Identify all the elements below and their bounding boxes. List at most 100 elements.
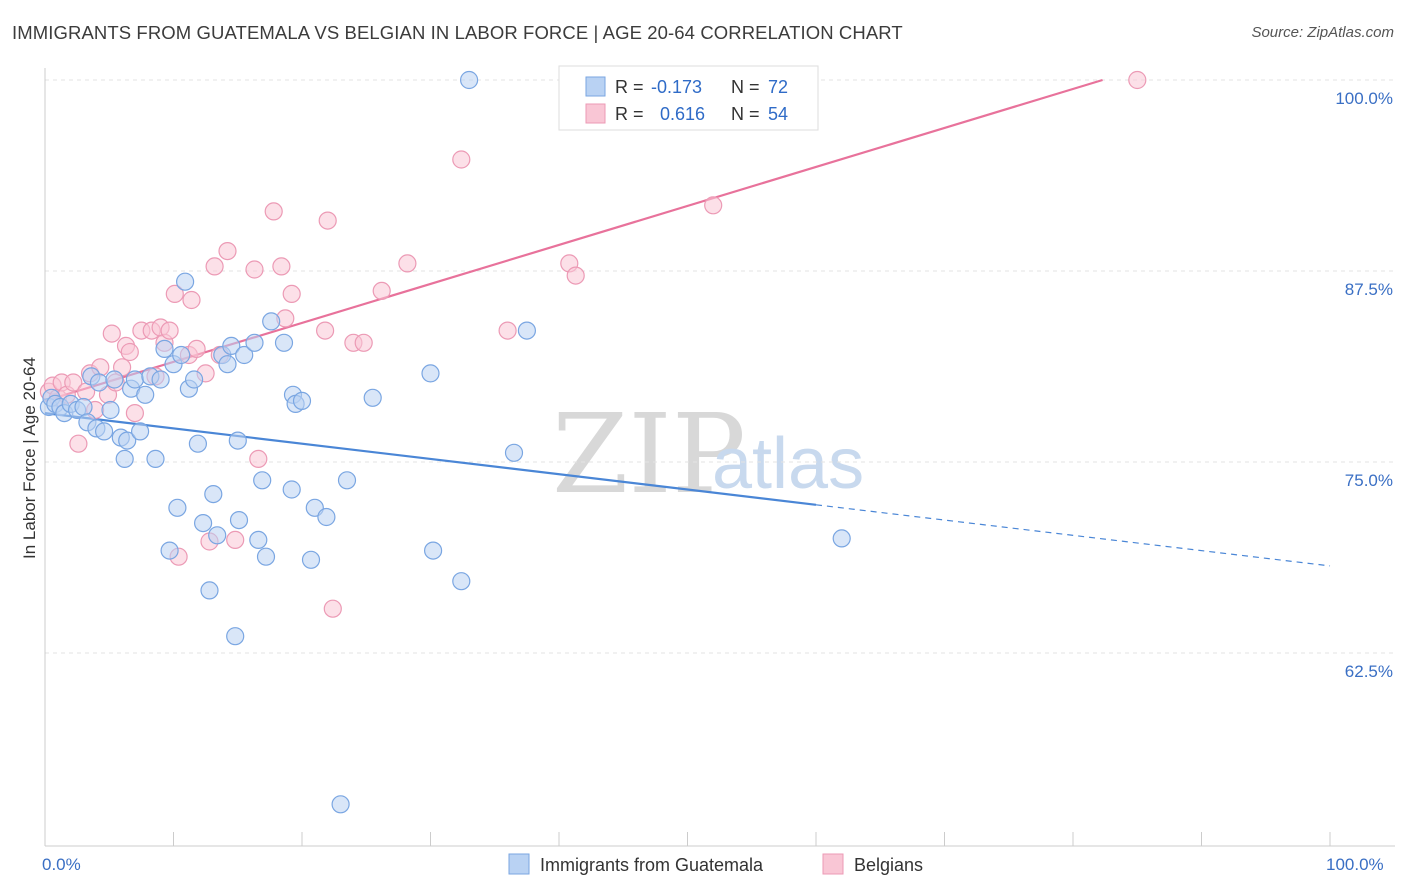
point-guatemala-66 bbox=[517, 321, 537, 340]
point-guatemala-64 bbox=[460, 70, 479, 90]
point-guatemala-29 bbox=[172, 345, 191, 365]
chart-title: IMMIGRANTS FROM GUATEMALA VS BELGIAN IN … bbox=[12, 22, 903, 43]
point-guatemala-59 bbox=[337, 471, 357, 490]
point-guatemala-34 bbox=[194, 513, 213, 533]
point-guatemala-60 bbox=[363, 388, 382, 407]
point-belgians-52 bbox=[704, 196, 723, 215]
point-guatemala-30 bbox=[176, 272, 195, 291]
legend-swatch-guatemala bbox=[585, 76, 606, 97]
trend-line-guatemala bbox=[44, 412, 817, 506]
y-tick-label-2: 87.5% bbox=[1345, 280, 1393, 299]
watermark-zip: ZIP bbox=[552, 390, 746, 518]
point-belgians-31 bbox=[205, 257, 224, 276]
point-guatemala-28 bbox=[168, 498, 187, 517]
point-belgians-53 bbox=[1128, 70, 1147, 90]
point-guatemala-33 bbox=[188, 434, 207, 453]
point-belgians-5 bbox=[64, 373, 83, 392]
y-tick-labels: 62.5% 75.0% 87.5% 100.0% bbox=[1335, 89, 1393, 681]
trend-line-guatemala-extension bbox=[815, 504, 1331, 567]
point-belgians-23 bbox=[160, 321, 179, 340]
point-guatemala-50 bbox=[274, 333, 294, 352]
x-tick-label-max: 100.0% bbox=[1326, 855, 1384, 874]
point-belgians-41 bbox=[316, 321, 335, 340]
point-guatemala-13 bbox=[101, 400, 120, 420]
stats-legend: R = -0.173 N = 72 R = 0.616 N = 54 bbox=[558, 65, 819, 131]
point-guatemala-16 bbox=[115, 449, 134, 468]
grid-lines bbox=[45, 79, 1395, 654]
point-guatemala-67 bbox=[832, 529, 851, 548]
point-guatemala-19 bbox=[125, 370, 144, 389]
point-belgians-16 bbox=[120, 342, 139, 362]
point-belgians-47 bbox=[398, 254, 417, 273]
bottom-legend-label-belgians: Belgians bbox=[854, 855, 923, 875]
point-guatemala-41 bbox=[226, 627, 245, 646]
point-belgians-6 bbox=[69, 434, 88, 453]
point-belgians-45 bbox=[354, 333, 373, 352]
point-belgians-12 bbox=[102, 324, 121, 343]
point-guatemala-51 bbox=[282, 480, 301, 499]
point-guatemala-48 bbox=[256, 547, 276, 566]
point-guatemala-46 bbox=[249, 530, 268, 550]
y-tick-label-0: 62.5% bbox=[1345, 662, 1393, 681]
bottom-legend-label-guatemala: Immigrants from Guatemala bbox=[540, 855, 764, 875]
legend-n-label-2: N = bbox=[731, 104, 760, 124]
point-belgians-28 bbox=[187, 339, 206, 358]
x-tick-label-min: 0.0% bbox=[42, 855, 81, 874]
point-belgians-33 bbox=[218, 242, 237, 261]
point-guatemala-58 bbox=[331, 795, 350, 814]
bottom-legend-swatch-guatemala bbox=[508, 853, 530, 875]
point-guatemala-63 bbox=[452, 572, 471, 591]
point-guatemala-62 bbox=[424, 541, 443, 560]
point-belgians-40 bbox=[282, 284, 301, 303]
point-belgians-37 bbox=[264, 202, 283, 221]
point-belgians-51 bbox=[566, 266, 585, 285]
point-guatemala-43 bbox=[229, 510, 249, 530]
point-guatemala-25 bbox=[155, 339, 174, 358]
point-guatemala-39 bbox=[218, 355, 237, 374]
scatter-points bbox=[39, 70, 1147, 814]
x-tick-labels: 0.0% 100.0% bbox=[42, 855, 1384, 874]
point-guatemala-55 bbox=[301, 550, 321, 569]
point-guatemala-54 bbox=[292, 391, 312, 410]
legend-swatch-belgians bbox=[585, 103, 606, 124]
axes bbox=[44, 68, 1395, 847]
point-guatemala-14 bbox=[105, 370, 124, 389]
point-guatemala-24 bbox=[151, 370, 170, 389]
point-guatemala-12 bbox=[94, 422, 114, 441]
point-guatemala-49 bbox=[262, 312, 281, 331]
legend-r-label-2: R = bbox=[615, 104, 644, 124]
point-guatemala-57 bbox=[317, 507, 336, 527]
point-guatemala-44 bbox=[235, 345, 254, 365]
point-guatemala-20 bbox=[131, 422, 150, 441]
point-guatemala-32 bbox=[185, 370, 204, 389]
point-guatemala-37 bbox=[208, 526, 227, 545]
watermark: ZIP atlas bbox=[552, 390, 864, 518]
point-guatemala-42 bbox=[228, 431, 247, 450]
point-guatemala-7 bbox=[74, 397, 93, 417]
point-guatemala-17 bbox=[118, 431, 137, 450]
y-tick-label-3: 100.0% bbox=[1335, 89, 1393, 108]
point-guatemala-26 bbox=[160, 541, 179, 560]
point-belgians-34 bbox=[226, 530, 245, 550]
point-belgians-42 bbox=[318, 211, 337, 230]
point-guatemala-45 bbox=[245, 333, 264, 352]
point-guatemala-36 bbox=[204, 485, 223, 504]
point-belgians-17 bbox=[125, 404, 144, 423]
legend-n-label-1: N = bbox=[731, 77, 760, 97]
point-guatemala-65 bbox=[504, 443, 524, 462]
point-belgians-46 bbox=[372, 281, 391, 300]
legend-r-value-belgians: 0.616 bbox=[660, 104, 705, 124]
point-belgians-36 bbox=[249, 449, 268, 468]
legend-n-value-belgians: 54 bbox=[768, 104, 788, 124]
point-guatemala-21 bbox=[136, 385, 155, 404]
series-legend: Immigrants from Guatemala Belgians bbox=[508, 853, 923, 875]
point-belgians-43 bbox=[323, 599, 342, 618]
y-axis-title: In Labor Force | Age 20-64 bbox=[20, 357, 39, 559]
point-guatemala-61 bbox=[421, 364, 440, 383]
point-guatemala-11 bbox=[89, 373, 109, 392]
point-belgians-48 bbox=[452, 150, 471, 169]
point-belgians-49 bbox=[498, 321, 517, 340]
bottom-legend-swatch-belgians bbox=[822, 853, 844, 875]
point-belgians-27 bbox=[182, 290, 201, 310]
